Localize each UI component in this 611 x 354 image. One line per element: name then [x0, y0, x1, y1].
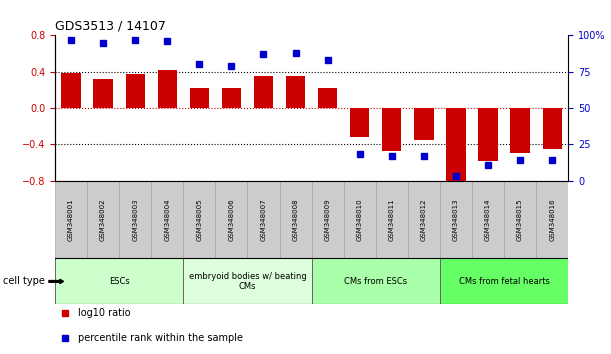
Text: CMs from ESCs: CMs from ESCs [344, 277, 408, 286]
Bar [61, 74, 81, 108]
Text: GSM348005: GSM348005 [196, 198, 202, 241]
Bar [543, 108, 562, 149]
Text: CMs from fetal hearts: CMs from fetal hearts [459, 277, 549, 286]
Bar [511, 108, 530, 153]
Bar [504, 181, 536, 258]
Text: GSM348009: GSM348009 [324, 198, 331, 241]
Text: GSM348004: GSM348004 [164, 198, 170, 241]
Bar [472, 181, 504, 258]
Bar [382, 108, 401, 150]
Bar [152, 181, 183, 258]
Text: GDS3513 / 14107: GDS3513 / 14107 [55, 20, 166, 33]
Text: GSM348001: GSM348001 [68, 198, 74, 241]
Bar [222, 88, 241, 108]
Bar [126, 74, 145, 108]
Text: ESCs: ESCs [109, 277, 130, 286]
Bar [286, 76, 305, 108]
Bar [183, 181, 216, 258]
Text: GSM348010: GSM348010 [357, 198, 363, 241]
Text: cell type: cell type [3, 276, 45, 286]
Bar [350, 108, 369, 137]
Text: embryoid bodies w/ beating
CMs: embryoid bodies w/ beating CMs [189, 272, 306, 291]
Text: GSM348006: GSM348006 [229, 198, 235, 241]
Bar [318, 88, 337, 108]
Text: GSM348011: GSM348011 [389, 198, 395, 241]
Text: percentile rank within the sample: percentile rank within the sample [78, 333, 243, 343]
Text: log10 ratio: log10 ratio [78, 308, 131, 318]
Bar [312, 181, 343, 258]
Bar [158, 70, 177, 108]
Bar [93, 79, 113, 108]
Bar [440, 258, 568, 304]
Bar [536, 181, 568, 258]
Bar [55, 181, 87, 258]
Bar [183, 258, 312, 304]
Text: GSM348007: GSM348007 [260, 198, 266, 241]
Bar [216, 181, 247, 258]
Bar [254, 76, 273, 108]
Text: GSM348015: GSM348015 [517, 198, 523, 241]
Text: GSM348014: GSM348014 [485, 198, 491, 241]
Bar [414, 108, 433, 140]
Bar [55, 258, 183, 304]
Text: GSM348016: GSM348016 [549, 198, 555, 241]
Bar [190, 88, 209, 108]
Bar [280, 181, 312, 258]
Bar [478, 108, 497, 161]
Bar [440, 181, 472, 258]
Bar [376, 181, 408, 258]
Bar [312, 258, 440, 304]
Bar [247, 181, 280, 258]
Text: GSM348008: GSM348008 [293, 198, 299, 241]
Bar [119, 181, 152, 258]
Text: GSM348003: GSM348003 [132, 198, 138, 241]
Text: GSM348012: GSM348012 [421, 198, 427, 241]
Bar [408, 181, 440, 258]
Text: GSM348002: GSM348002 [100, 198, 106, 241]
Bar [343, 181, 376, 258]
Bar [446, 108, 466, 181]
Bar [87, 181, 119, 258]
Text: GSM348013: GSM348013 [453, 198, 459, 241]
